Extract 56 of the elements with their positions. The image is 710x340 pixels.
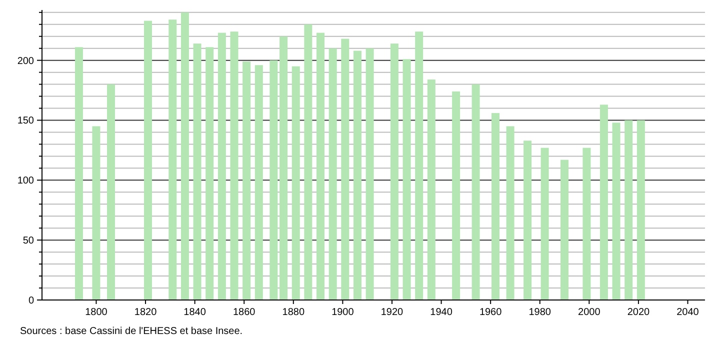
bar [341, 38, 350, 300]
bar [292, 66, 300, 300]
bar [636, 120, 645, 300]
bar [582, 148, 591, 300]
bar [168, 20, 177, 300]
bar [506, 126, 514, 300]
y-tick-label: 100 [17, 176, 34, 187]
x-tick-label: 1800 [85, 307, 108, 318]
bar [144, 20, 152, 300]
bar [74, 47, 83, 300]
x-tick-label: 1880 [282, 307, 305, 318]
bar [230, 32, 238, 300]
x-tick-label: 2000 [578, 307, 601, 318]
bar [402, 59, 411, 300]
bar [492, 113, 500, 300]
bar [452, 91, 460, 300]
bar [316, 32, 325, 300]
x-tick-label: 2040 [676, 307, 700, 318]
y-tick-label: 0 [28, 296, 34, 306]
bar [427, 80, 436, 300]
bar [472, 84, 480, 300]
bar [206, 47, 214, 300]
x-tick-label: 1860 [232, 307, 256, 318]
bar [353, 50, 362, 300]
bar [560, 160, 569, 300]
x-tick-label: 1980 [528, 307, 552, 318]
source-note: Sources : base Cassini de l'EHESS et base Insee. [20, 326, 243, 337]
bar [242, 62, 251, 300]
x-tick-label: 1840 [184, 307, 206, 318]
bar [107, 84, 116, 300]
y-tick-label: 200 [17, 56, 34, 67]
bar [92, 126, 100, 300]
bar [218, 32, 226, 300]
x-tick-label: 2020 [627, 307, 650, 318]
bar [415, 32, 424, 300]
bar [193, 44, 202, 300]
bar [612, 122, 620, 300]
x-tick-label: 1920 [380, 307, 404, 318]
bar [540, 148, 549, 300]
bar [280, 36, 288, 300]
x-tick-label: 1820 [134, 307, 158, 318]
x-tick-label: 1900 [332, 307, 354, 318]
x-tick-label: 1940 [430, 307, 453, 318]
bar [270, 60, 278, 300]
bar [304, 24, 312, 300]
bar [390, 44, 398, 300]
bar [624, 120, 633, 300]
x-tick-label: 1960 [479, 307, 502, 318]
bar [366, 48, 374, 300]
bar [524, 140, 532, 300]
y-tick-label: 150 [17, 116, 34, 127]
bar [254, 65, 263, 300]
bar [600, 104, 608, 300]
bar [328, 48, 337, 300]
y-tick-label: 50 [22, 236, 34, 247]
bar [180, 12, 189, 300]
